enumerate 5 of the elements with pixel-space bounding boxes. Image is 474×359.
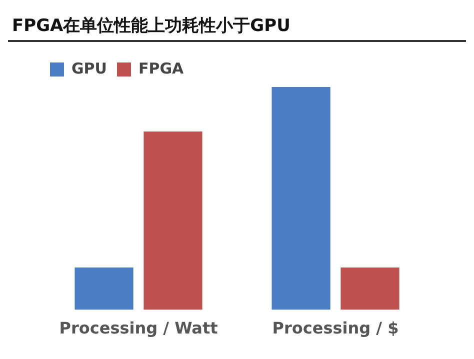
x-tick-label: Processing / Watt <box>59 318 218 338</box>
chart-title: FPGA在单位性能上功耗性小于GPU <box>11 15 292 38</box>
legend-label: GPU <box>72 59 107 78</box>
x-tick-label: Processing / $ <box>272 318 399 338</box>
legend-label: FPGA <box>138 59 184 78</box>
